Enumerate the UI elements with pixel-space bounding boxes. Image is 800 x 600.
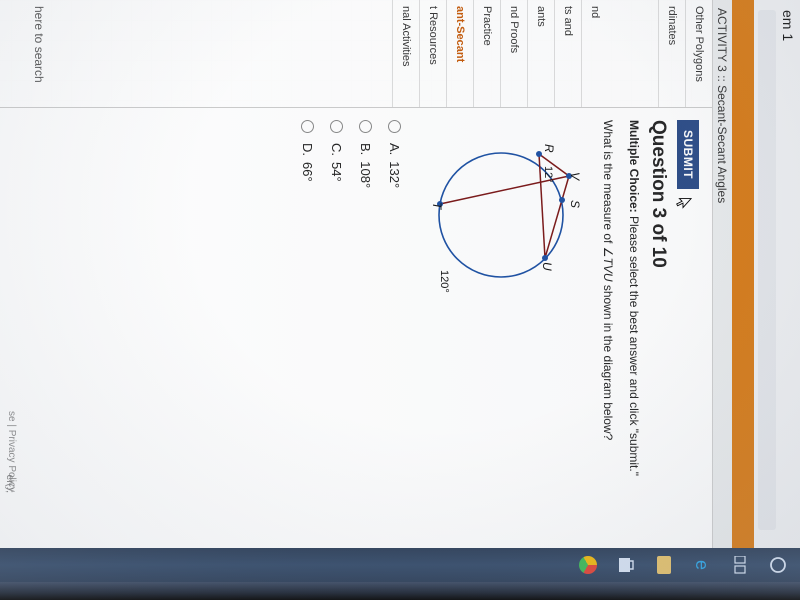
app-header-orange	[732, 0, 754, 548]
taskbar-search-hint[interactable]: here to search	[26, 6, 46, 492]
instruction-rest: Please select the best answer and click …	[627, 213, 641, 476]
question-content: SUBMIT Question 3 of 10 Multiple Choice:…	[0, 108, 712, 548]
svg-text:R: R	[542, 144, 556, 153]
activity-title-bar: ACTIVITY 3 :: Secant-Secant Angles	[712, 0, 732, 548]
svg-text:120°: 120°	[438, 270, 450, 293]
chrome-icon[interactable]	[576, 553, 600, 577]
rotated-stage: e em 1 ACTIVITY 3 :: Secant-Secant Angle…	[0, 0, 800, 600]
svg-text:12°: 12°	[542, 166, 554, 183]
answer-choices: A. 132° B. 108° C. 54°	[300, 120, 402, 536]
question-text: What is the measure of ∠TVU shown in the…	[601, 120, 615, 536]
sidebar-item-active[interactable]: ant-Secant	[446, 0, 473, 107]
question-instruction: Multiple Choice: Please select the best …	[627, 120, 641, 536]
circle-diagram: V S U R T 12° 120°	[416, 120, 591, 536]
choice-d[interactable]: D. 66°	[300, 120, 315, 536]
q-text-after: shown in the diagram below?	[601, 282, 615, 441]
choice-key: A.	[387, 143, 402, 155]
left-sidebar: Other Polygons rdinates nd ts and ants n…	[0, 0, 712, 108]
store-icon[interactable]	[614, 553, 638, 577]
partial-text: er();	[4, 475, 15, 493]
choice-key: B.	[358, 143, 373, 155]
q-text-before: What is the measure of	[601, 120, 615, 247]
radio-icon[interactable]	[388, 120, 401, 133]
sidebar-item[interactable]: nd Proofs	[500, 0, 527, 107]
radio-icon[interactable]	[330, 120, 343, 133]
monitor-bezel	[0, 582, 800, 600]
submit-button[interactable]: SUBMIT	[677, 120, 699, 189]
sidebar-item[interactable]: Practice	[473, 0, 500, 107]
sidebar-item[interactable]: nal Activities	[392, 0, 419, 107]
sidebar-item[interactable]: rdinates	[658, 0, 685, 107]
browser-top-chrome: em 1	[754, 0, 800, 548]
choice-a[interactable]: A. 132°	[387, 120, 402, 536]
svg-text:T: T	[430, 202, 444, 211]
svg-text:V: V	[568, 172, 582, 181]
browser-tab-title[interactable]: em 1	[780, 10, 796, 538]
url-bar[interactable]	[758, 10, 776, 530]
instruction-prefix: Multiple Choice:	[627, 120, 641, 213]
choice-value: 54°	[329, 162, 344, 182]
main-split: Other Polygons rdinates nd ts and ants n…	[0, 0, 712, 548]
radio-icon[interactable]	[301, 120, 314, 133]
task-view-icon[interactable]	[728, 553, 752, 577]
angle-symbol: ∠	[601, 247, 615, 258]
choice-value: 66°	[300, 162, 315, 182]
file-explorer-icon[interactable]	[652, 553, 676, 577]
choice-key: D.	[300, 143, 315, 156]
svg-text:U: U	[540, 262, 554, 271]
choice-value: 108°	[358, 161, 373, 188]
question-number-heading: Question 3 of 10	[647, 120, 669, 536]
sidebar-item[interactable]: ts and	[554, 0, 581, 107]
sidebar-item[interactable]: nd	[581, 0, 608, 107]
sidebar-item[interactable]: Other Polygons	[685, 0, 712, 107]
sidebar-item[interactable]: ants	[527, 0, 554, 107]
choice-c[interactable]: C. 54°	[329, 120, 344, 536]
choice-key: C.	[329, 143, 344, 156]
cortana-icon[interactable]	[766, 553, 790, 577]
svg-text:S: S	[568, 200, 582, 208]
sidebar-item[interactable]: t Resources	[419, 0, 446, 107]
radio-icon[interactable]	[359, 120, 372, 133]
edge-browser-icon[interactable]: e	[690, 553, 714, 577]
mouse-cursor-icon	[669, 197, 692, 211]
angle-name: TVU	[601, 258, 615, 282]
choice-value: 132°	[387, 161, 402, 188]
desktop-area: em 1 ACTIVITY 3 :: Secant-Secant Angles …	[0, 0, 800, 548]
choice-b[interactable]: B. 108°	[358, 120, 373, 536]
activity-title: ACTIVITY 3 :: Secant-Secant Angles	[715, 8, 729, 203]
windows-taskbar: e	[0, 548, 800, 582]
